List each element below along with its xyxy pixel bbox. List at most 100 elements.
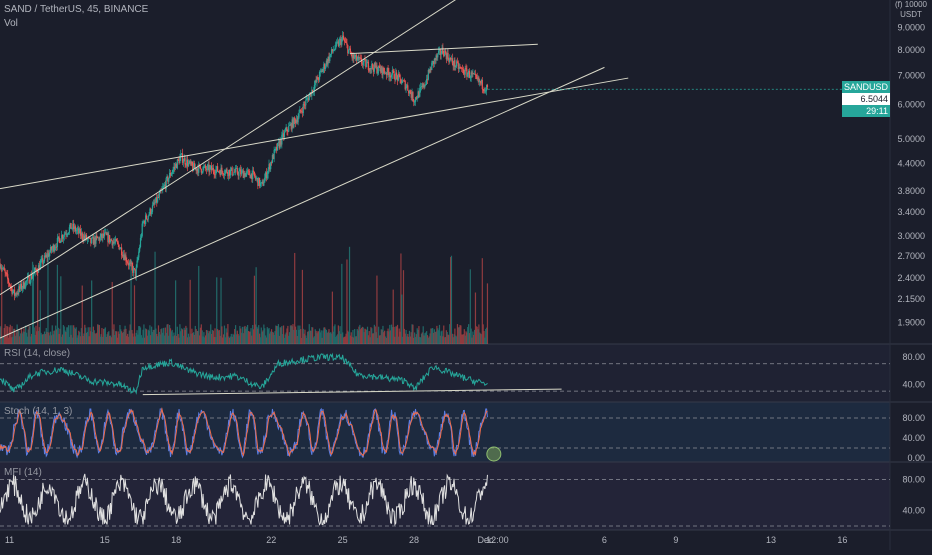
volume-bar <box>89 327 91 344</box>
candle-body <box>431 62 433 71</box>
volume-bar <box>76 337 78 344</box>
volume-bar <box>280 327 282 344</box>
candle-body <box>55 246 58 248</box>
volume-bar <box>60 276 62 344</box>
candle-body <box>115 238 117 242</box>
volume-bar <box>137 334 139 344</box>
candle-body <box>303 104 305 105</box>
candle-body <box>166 176 168 179</box>
candle-body <box>319 70 321 72</box>
candle-body <box>270 162 273 164</box>
candlestick-series <box>0 31 489 301</box>
volume-bar <box>178 337 180 344</box>
volume-bar <box>13 328 15 344</box>
volume-bar <box>234 329 236 344</box>
candle-body <box>79 228 81 234</box>
volume-bar <box>362 327 364 344</box>
volume-bar <box>333 326 335 344</box>
candle-body <box>310 92 312 96</box>
candle-body <box>45 254 47 257</box>
trendline[interactable] <box>0 66 605 339</box>
volume-bar <box>72 337 74 344</box>
candle-body <box>214 174 216 176</box>
time-tick-label: 9 <box>673 535 678 545</box>
volume-bar <box>211 333 213 344</box>
candle-body <box>374 63 376 68</box>
candle-body <box>480 79 483 84</box>
candle-body <box>113 241 115 243</box>
volume-bar <box>420 333 423 344</box>
volume-bar <box>147 329 149 344</box>
volume-bar <box>383 332 385 344</box>
volume-bar <box>286 328 288 344</box>
candle-body <box>163 185 165 188</box>
candle-body <box>286 127 288 132</box>
volume-bar <box>245 328 247 344</box>
candle-body <box>71 227 73 229</box>
candle-body <box>434 58 436 61</box>
volume-bar <box>206 330 208 344</box>
candle-body <box>109 239 112 243</box>
candle-body <box>173 166 175 170</box>
trendline[interactable] <box>0 77 629 190</box>
volume-bar <box>216 277 218 344</box>
candle-body <box>395 72 397 81</box>
candle-body <box>416 98 418 100</box>
trendline[interactable] <box>0 0 581 296</box>
candle-body <box>453 60 455 67</box>
candle-body <box>76 229 78 231</box>
volume-bar <box>403 328 405 344</box>
candle-body <box>384 71 386 74</box>
volume-bar <box>131 329 133 344</box>
volume-bar <box>438 330 440 344</box>
volume-bar <box>23 328 25 344</box>
candle-body <box>37 265 40 273</box>
volume-bar <box>364 328 366 344</box>
candle-body <box>477 77 479 80</box>
candle-body <box>440 53 442 55</box>
volume-bar <box>135 332 137 344</box>
candle-body <box>326 60 328 65</box>
candle-body <box>466 69 468 77</box>
volume-bar <box>462 334 465 344</box>
candle-body <box>306 98 308 100</box>
candle-body <box>284 130 286 132</box>
candle-body <box>105 232 107 235</box>
candle-body <box>211 167 214 171</box>
candle-body <box>354 57 356 59</box>
volume-bar <box>444 337 447 344</box>
candle-body <box>86 238 88 240</box>
candle-body <box>29 282 31 284</box>
candle-body <box>299 109 301 113</box>
volume-bar <box>105 336 107 344</box>
volume-bar <box>255 267 257 344</box>
volume-bar <box>455 335 457 344</box>
candle-body <box>188 160 190 163</box>
trendline[interactable] <box>349 43 538 55</box>
volume-bar <box>20 327 23 344</box>
rsi-trendline[interactable] <box>142 388 562 396</box>
volume-bar <box>29 326 31 344</box>
volume-bar <box>36 331 38 344</box>
stoch-highlight-circle[interactable] <box>486 446 502 462</box>
candle-body <box>16 293 18 295</box>
candle-body <box>449 57 451 63</box>
volume-bar <box>124 325 126 344</box>
candle-body <box>390 74 393 78</box>
candle-body <box>179 157 181 164</box>
candle-body <box>313 85 316 92</box>
volume-bar <box>246 324 249 344</box>
volume-bar <box>395 326 397 344</box>
candle-body <box>264 172 267 178</box>
candle-body <box>133 268 136 270</box>
candle-body <box>294 117 296 120</box>
volume-bar <box>467 327 469 344</box>
price-unit-multiplier: (f) 10000 <box>894 0 928 9</box>
price-axis[interactable]: 9.0000 8.0000 7.0000 6.0000 5.0000 4.4000 3.80… <box>897 23 925 328</box>
candle-body <box>344 41 346 42</box>
volume-bar <box>230 333 232 344</box>
candle-body <box>376 65 378 74</box>
